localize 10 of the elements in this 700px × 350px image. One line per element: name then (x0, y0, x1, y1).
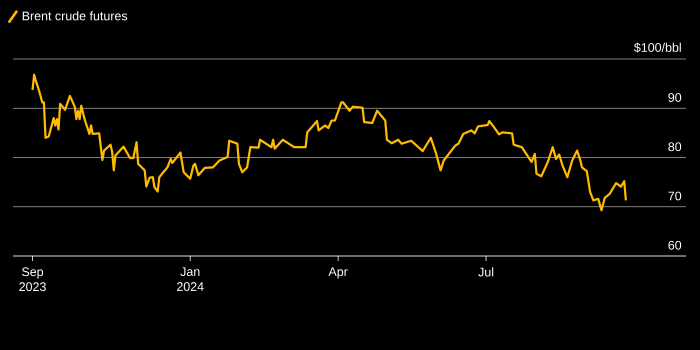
x-tick-label: Apr (328, 267, 348, 278)
y-tick-label: 90 (668, 93, 682, 102)
y-tick-label: 80 (668, 142, 682, 152)
x-tick-label: Sep 2023 (19, 267, 46, 292)
legend-label: Brent crude futures (22, 11, 128, 20)
y-tick-label: 70 (668, 192, 682, 200)
y-tick-label: 60 (668, 240, 682, 250)
x-tick-label: Jan 2024 (176, 267, 204, 291)
x-tick-label: Jul (478, 267, 494, 276)
y-tick-label: $100/bbl (634, 42, 681, 53)
